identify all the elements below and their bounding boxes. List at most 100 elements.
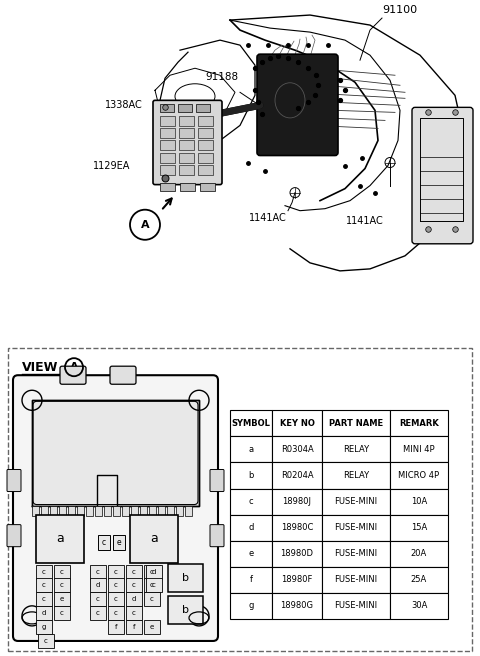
Text: 18980J: 18980J bbox=[283, 497, 312, 506]
Text: 25A: 25A bbox=[411, 575, 427, 584]
Bar bbox=[90, 578, 106, 592]
Text: c: c bbox=[150, 582, 154, 588]
Text: a: a bbox=[249, 445, 253, 454]
Text: c: c bbox=[150, 569, 154, 575]
Bar bbox=[272, 489, 322, 514]
Text: A: A bbox=[70, 362, 78, 372]
Bar bbox=[36, 565, 52, 579]
Text: c: c bbox=[42, 596, 46, 602]
Bar bbox=[272, 567, 322, 593]
Text: 91188: 91188 bbox=[205, 72, 238, 82]
Text: b: b bbox=[182, 573, 189, 583]
Text: c: c bbox=[132, 569, 136, 575]
Bar bbox=[50, 506, 57, 516]
Text: c: c bbox=[96, 610, 100, 616]
Bar bbox=[230, 514, 272, 541]
Text: b: b bbox=[182, 605, 189, 615]
Bar bbox=[36, 578, 52, 592]
Text: FUSE-MINI: FUSE-MINI bbox=[335, 602, 378, 610]
Text: MINI 4P: MINI 4P bbox=[403, 445, 435, 454]
Text: 1141AC: 1141AC bbox=[346, 216, 384, 226]
Bar bbox=[390, 593, 448, 619]
Bar bbox=[126, 565, 142, 579]
Bar bbox=[144, 578, 160, 592]
Bar bbox=[126, 578, 142, 592]
Text: b: b bbox=[248, 471, 254, 480]
Bar bbox=[108, 620, 124, 634]
FancyBboxPatch shape bbox=[210, 525, 224, 546]
Bar bbox=[59, 506, 66, 516]
Bar bbox=[272, 541, 322, 567]
Text: c: c bbox=[150, 596, 154, 602]
Text: SYMBOL: SYMBOL bbox=[231, 419, 270, 428]
Bar bbox=[272, 462, 322, 489]
Bar bbox=[272, 410, 322, 436]
Polygon shape bbox=[32, 400, 199, 506]
Text: 1338AC: 1338AC bbox=[105, 100, 143, 110]
Text: c: c bbox=[42, 569, 46, 575]
Bar bbox=[230, 436, 272, 462]
Text: c: c bbox=[96, 569, 100, 575]
Text: e: e bbox=[248, 549, 253, 558]
Text: c: c bbox=[114, 569, 118, 575]
Bar bbox=[322, 593, 390, 619]
Bar bbox=[160, 152, 175, 163]
Bar bbox=[90, 592, 106, 606]
Text: c: c bbox=[60, 610, 64, 616]
Bar bbox=[230, 593, 272, 619]
FancyBboxPatch shape bbox=[7, 470, 21, 491]
Bar bbox=[168, 596, 203, 624]
Text: 30A: 30A bbox=[411, 602, 427, 610]
Bar bbox=[144, 620, 160, 634]
Bar bbox=[179, 140, 194, 150]
Bar bbox=[160, 104, 174, 112]
Text: c: c bbox=[114, 610, 118, 616]
Text: A: A bbox=[141, 220, 149, 230]
Bar bbox=[113, 506, 120, 516]
Bar bbox=[38, 634, 54, 648]
Text: MICRO 4P: MICRO 4P bbox=[398, 471, 440, 480]
Bar bbox=[322, 541, 390, 567]
Bar bbox=[230, 410, 272, 436]
Bar bbox=[160, 165, 175, 174]
Text: f: f bbox=[133, 624, 135, 630]
FancyBboxPatch shape bbox=[153, 100, 222, 184]
Text: KEY NO: KEY NO bbox=[279, 419, 314, 428]
Bar bbox=[179, 129, 194, 138]
Text: PART NAME: PART NAME bbox=[329, 419, 383, 428]
Bar bbox=[390, 462, 448, 489]
Bar bbox=[98, 535, 110, 550]
Text: 18980G: 18980G bbox=[280, 602, 313, 610]
Bar bbox=[390, 410, 448, 436]
Bar bbox=[168, 564, 203, 592]
Bar bbox=[322, 489, 390, 514]
FancyBboxPatch shape bbox=[13, 375, 218, 641]
Text: R0204A: R0204A bbox=[281, 471, 313, 480]
Text: a: a bbox=[150, 532, 158, 545]
Text: c: c bbox=[96, 596, 100, 602]
Text: e: e bbox=[117, 538, 121, 546]
Bar bbox=[104, 506, 111, 516]
Text: FUSE-MINI: FUSE-MINI bbox=[335, 523, 378, 532]
Text: 18980D: 18980D bbox=[280, 549, 313, 558]
Bar bbox=[32, 506, 39, 516]
Text: c: c bbox=[44, 638, 48, 644]
Text: 20A: 20A bbox=[411, 549, 427, 558]
Bar bbox=[41, 506, 48, 516]
FancyBboxPatch shape bbox=[412, 108, 473, 244]
Bar bbox=[179, 165, 194, 174]
Bar bbox=[158, 506, 165, 516]
Bar bbox=[272, 436, 322, 462]
Text: VIEW: VIEW bbox=[22, 361, 59, 374]
Bar bbox=[390, 514, 448, 541]
Bar bbox=[180, 182, 195, 191]
Bar bbox=[131, 506, 138, 516]
Bar bbox=[130, 514, 178, 563]
Text: g: g bbox=[42, 624, 46, 630]
Text: f: f bbox=[115, 624, 117, 630]
Bar bbox=[36, 592, 52, 606]
Bar bbox=[200, 182, 215, 191]
Bar bbox=[36, 620, 52, 634]
Text: 18980C: 18980C bbox=[281, 523, 313, 532]
Text: d: d bbox=[248, 523, 254, 532]
